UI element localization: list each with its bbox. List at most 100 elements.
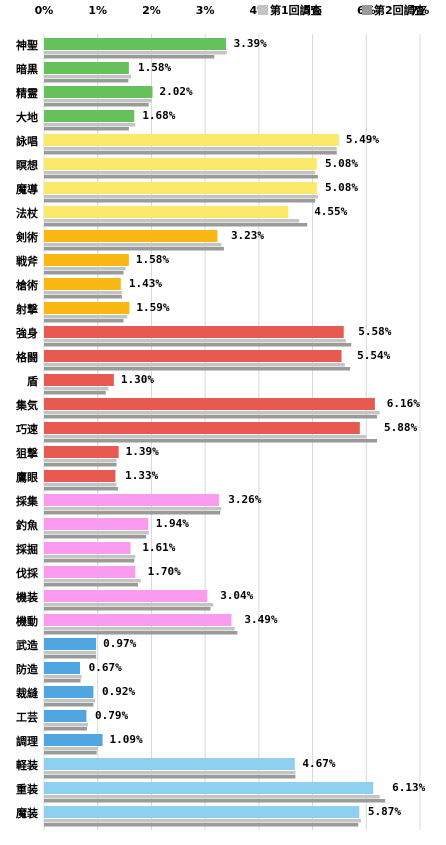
value-label: 5.49% xyxy=(346,133,379,146)
comparison-bar xyxy=(44,819,361,823)
bar xyxy=(44,374,114,386)
category-label: 剣術 xyxy=(15,230,38,244)
category-label: 大地 xyxy=(16,110,38,124)
comparison-bar xyxy=(44,223,308,227)
category-label: 盾 xyxy=(27,374,38,388)
value-label: 4.67% xyxy=(302,757,335,770)
category-label: 鷹眼 xyxy=(16,470,38,484)
comparison-bar xyxy=(44,295,122,299)
comparison-bar xyxy=(44,771,296,775)
value-label: 1.43% xyxy=(129,277,162,290)
category-label: 戦斧 xyxy=(16,254,39,268)
value-label: 5.87% xyxy=(368,805,401,818)
value-label: 1.33% xyxy=(125,469,158,482)
comparison-bar xyxy=(44,175,318,179)
comparison-bar xyxy=(44,459,117,463)
value-label: 3.23% xyxy=(231,229,264,242)
category-label: 詠唱 xyxy=(16,134,38,148)
value-label: 1.94% xyxy=(156,517,189,530)
comparison-bar xyxy=(44,55,215,59)
bar xyxy=(44,782,374,794)
category-label: 狙撃 xyxy=(16,446,38,460)
comparison-bar xyxy=(44,271,124,275)
comparison-bar xyxy=(44,195,318,199)
category-label: 神聖 xyxy=(16,38,38,52)
bar xyxy=(44,710,87,722)
value-label: 5.08% xyxy=(325,181,358,194)
category-label: 機動 xyxy=(16,614,38,628)
x-tick-label: 1% xyxy=(88,4,107,17)
bar xyxy=(44,518,149,530)
comparison-bar xyxy=(44,607,211,611)
bar xyxy=(44,182,317,194)
category-label: 巧速 xyxy=(16,422,38,436)
bar xyxy=(44,662,80,674)
category-label: 精霊 xyxy=(16,86,38,100)
legend-label: 第2回調査 xyxy=(374,3,426,17)
category-label: 魔装 xyxy=(16,806,38,820)
value-label: 3.49% xyxy=(244,613,277,626)
comparison-bar xyxy=(44,675,82,679)
comparison-bar xyxy=(44,247,224,251)
value-label: 0.97% xyxy=(103,637,136,650)
comparison-bar xyxy=(44,343,352,347)
legend-swatch xyxy=(362,5,372,15)
value-label: 5.58% xyxy=(358,325,391,338)
comparison-bar xyxy=(44,511,221,515)
bar xyxy=(44,734,103,746)
x-tick-label: 5% xyxy=(303,4,322,17)
comparison-bar xyxy=(44,315,128,319)
comparison-bar xyxy=(44,439,378,443)
category-label: 槍術 xyxy=(15,278,38,292)
comparison-bar xyxy=(44,411,380,415)
comparison-bar xyxy=(44,699,96,703)
comparison-bar xyxy=(44,463,117,467)
x-tick-label: 0% xyxy=(35,4,54,17)
comparison-bar xyxy=(44,75,132,79)
bar xyxy=(44,494,220,506)
comparison-bar xyxy=(44,51,227,55)
comparison-bar xyxy=(44,319,124,323)
comparison-bar xyxy=(44,127,129,131)
comparison-bar xyxy=(44,583,138,587)
comparison-bar xyxy=(44,651,97,655)
category-label: 瞑想 xyxy=(16,158,38,172)
bar xyxy=(44,110,135,122)
comparison-bar xyxy=(44,795,380,799)
category-label: 採掘 xyxy=(16,542,38,556)
comparison-bar xyxy=(44,535,147,539)
comparison-bar xyxy=(44,703,94,707)
category-label: 工芸 xyxy=(16,710,38,724)
category-label: 法杖 xyxy=(16,206,39,220)
category-label: 格闘 xyxy=(16,350,38,364)
comparison-bar xyxy=(44,747,98,751)
legend-label: 第1回調査 xyxy=(270,3,322,17)
value-label: 1.68% xyxy=(142,109,175,122)
comparison-bar xyxy=(44,243,222,247)
comparison-bar xyxy=(44,655,97,659)
value-label: 1.59% xyxy=(136,301,169,314)
comparison-bar xyxy=(44,751,97,755)
category-label: 調理 xyxy=(16,734,38,748)
value-label: 5.54% xyxy=(357,349,390,362)
category-label: 武造 xyxy=(16,638,39,652)
bar xyxy=(44,806,360,818)
category-label: 魔導 xyxy=(16,182,38,196)
bar xyxy=(44,758,295,770)
value-label: 1.09% xyxy=(110,733,143,746)
value-label: 1.70% xyxy=(148,565,181,578)
category-label: 裁縫 xyxy=(16,686,39,700)
comparison-bar xyxy=(44,99,152,103)
bar xyxy=(44,686,94,698)
value-label: 1.58% xyxy=(138,61,171,74)
comparison-bar xyxy=(44,291,122,295)
x-tick-label: 3% xyxy=(196,4,215,17)
comparison-bar xyxy=(44,103,149,107)
category-label: 軽装 xyxy=(16,758,38,772)
comparison-bar xyxy=(44,151,337,155)
value-label: 6.13% xyxy=(392,781,425,794)
value-label: 1.61% xyxy=(142,541,175,554)
comparison-bar xyxy=(44,339,346,343)
bar xyxy=(44,302,130,314)
